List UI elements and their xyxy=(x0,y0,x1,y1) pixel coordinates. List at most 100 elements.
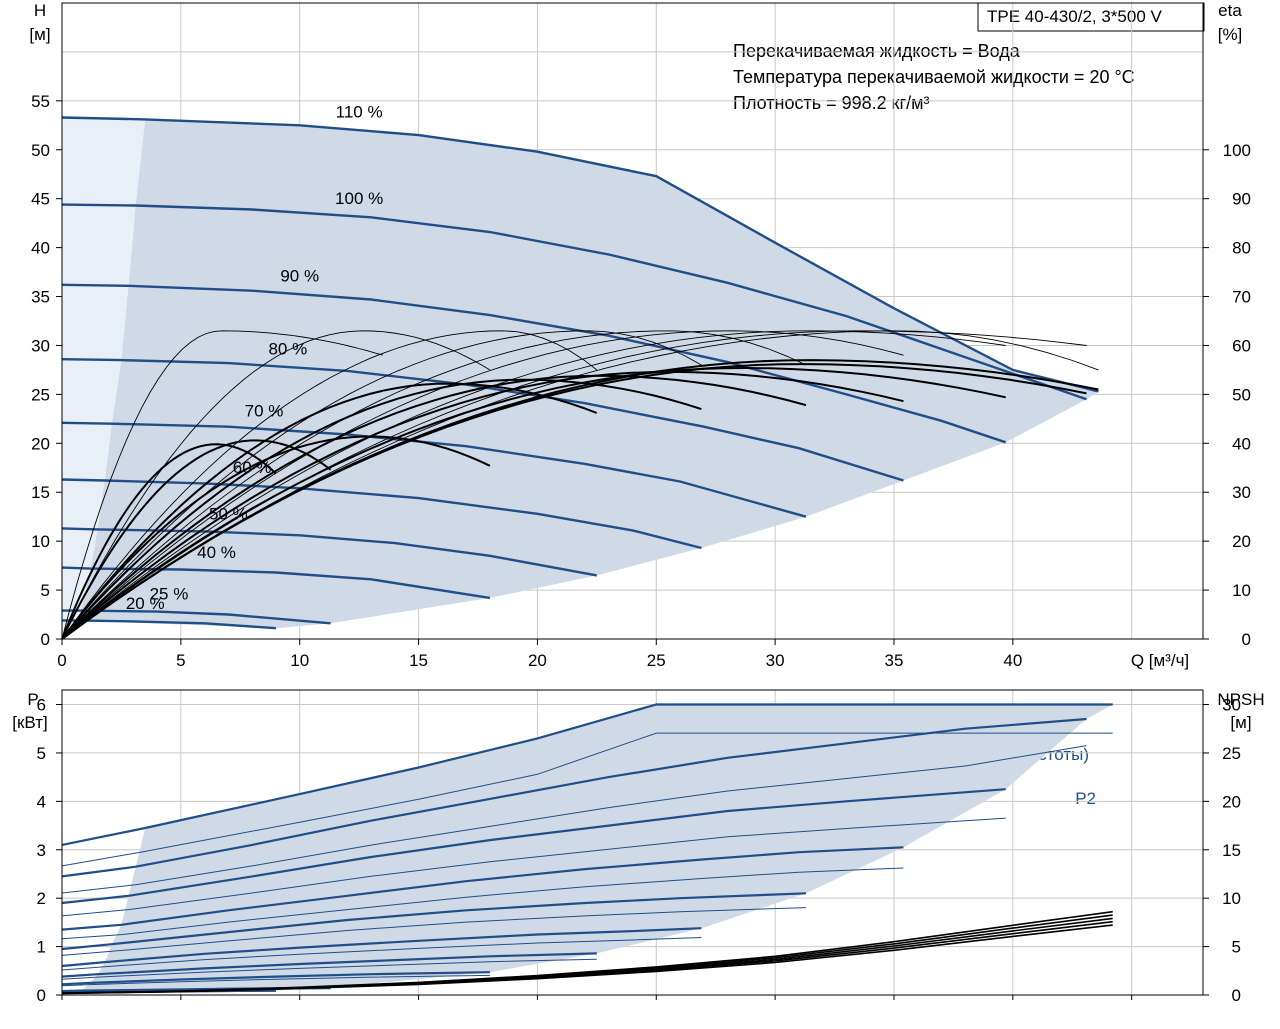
info-temperature: Температура перекачиваемой жидкости = 20… xyxy=(733,67,1135,87)
y-left-tick-label: 10 xyxy=(31,532,50,551)
title-box xyxy=(977,2,1205,32)
p2-curve xyxy=(61,867,904,940)
head-curve-label: 80 % xyxy=(268,339,307,358)
y-right-unit: [%] xyxy=(1218,25,1243,44)
info-density: Плотность = 998.2 кг/м³ xyxy=(733,93,929,113)
power-tick-label: 1 xyxy=(37,938,46,957)
p1-curve xyxy=(61,927,702,968)
y-left-tick-label: 30 xyxy=(31,336,50,355)
y-left-unit: [м] xyxy=(29,25,50,44)
eta-curve xyxy=(61,378,702,640)
y-right-label: eta xyxy=(1218,1,1242,20)
power-unit: [кВт] xyxy=(12,713,47,732)
npsh-curve xyxy=(61,924,1113,995)
head-curve-label: 100 % xyxy=(335,189,383,208)
min-speed-area xyxy=(62,117,146,639)
eta-curve xyxy=(61,439,332,640)
y-right-tick-label: 40 xyxy=(1232,434,1251,453)
npsh-tick-label: 30 xyxy=(1222,696,1241,715)
eta-curve-thin xyxy=(61,330,702,640)
y-left-tick-label: 55 xyxy=(31,92,50,111)
y-left-tick-label: 25 xyxy=(31,385,50,404)
bottom-plot-frame xyxy=(61,689,1204,996)
y-left-tick-label: 5 xyxy=(41,581,50,600)
p2-curve xyxy=(61,974,490,987)
head-curve-label: 90 % xyxy=(280,266,319,285)
eta-curve xyxy=(61,382,598,640)
y-right-tick-label: 50 xyxy=(1232,385,1251,404)
y-left-label: H xyxy=(34,1,46,20)
head-curve-40pct xyxy=(61,566,491,600)
npsh-tick-label: 0 xyxy=(1232,986,1241,1005)
y-left-tick-label: 40 xyxy=(31,239,50,258)
power-tick-label: 0 xyxy=(37,986,46,1005)
x-tick-label: 40 xyxy=(1003,651,1022,670)
x-tick-label: 5 xyxy=(176,651,185,670)
y-left-tick-label: 20 xyxy=(31,434,50,453)
x-tick-label: 0 xyxy=(57,651,66,670)
eta-curve xyxy=(61,435,491,640)
power-label: P xyxy=(27,690,38,709)
npsh-tick-label: 10 xyxy=(1222,889,1241,908)
eta-curve xyxy=(61,443,277,640)
y-right-tick-label: 70 xyxy=(1232,288,1251,307)
npsh-tick-label: 25 xyxy=(1222,744,1241,763)
p2-legend-label: P2 xyxy=(1075,789,1096,808)
top-plot-frame xyxy=(61,2,1204,640)
head-curve-label: 110 % xyxy=(336,102,383,121)
power-tick-label: 6 xyxy=(37,696,46,715)
head-curve-50pct xyxy=(61,527,598,577)
head-curve-90pct xyxy=(61,283,1007,444)
power-plot: 0 1 2 3 4 5 6 0 5 10 15 20 25 30 xyxy=(37,689,1241,1005)
head-curve-60pct xyxy=(61,478,702,550)
y-left-tick-label: 50 xyxy=(31,141,50,160)
info-liquid: Перекачиваемая жидкость = Вода xyxy=(733,41,1021,61)
p1-curve xyxy=(61,971,490,986)
y-right-tick-label: 60 xyxy=(1232,336,1251,355)
operating-area xyxy=(76,119,1099,629)
y-right-tick-label: 0 xyxy=(1242,630,1251,649)
title-box-text: TPE 40-430/2, 3*500 V xyxy=(987,7,1163,26)
y-left-tick-label: 35 xyxy=(31,288,50,307)
x-tick-label: 30 xyxy=(766,651,785,670)
head-curve-100pct xyxy=(61,203,1087,401)
x-tick-label: 15 xyxy=(409,651,428,670)
p1-curve xyxy=(61,703,1113,846)
p1-curve xyxy=(61,952,597,978)
p2-curve xyxy=(61,958,597,980)
power-tick-label: 3 xyxy=(37,841,46,860)
eta-curve-thin xyxy=(61,330,491,640)
y-right-tick-label: 30 xyxy=(1232,483,1251,502)
x-tick-label: 10 xyxy=(290,651,309,670)
y-left-tick-label: 45 xyxy=(31,190,50,209)
y-right-tick-label: 90 xyxy=(1232,190,1251,209)
p1-curve xyxy=(61,846,904,931)
npsh-label: NPSH xyxy=(1217,690,1264,709)
p2-curve xyxy=(61,745,1087,894)
p2-curve xyxy=(61,817,1006,917)
head-curve-label: 20 % xyxy=(126,594,165,613)
power-tick-label: 5 xyxy=(37,744,46,763)
power-tick-label: 2 xyxy=(37,889,46,908)
y-right-tick-label: 80 xyxy=(1232,239,1251,258)
power-tick-label: 4 xyxy=(37,792,46,811)
head-curve-label: 25 % xyxy=(150,584,189,603)
efficiency-curves xyxy=(61,330,1099,640)
p1-curve xyxy=(61,892,807,951)
head-curve-label: 70 % xyxy=(245,401,284,420)
p1-curve xyxy=(61,717,1087,878)
eta-curve-thin xyxy=(61,330,807,640)
y-left-tick-label: 15 xyxy=(31,483,50,502)
top-chart-header: TPE 40-430/2, 3*500 V Перекачиваемая жид… xyxy=(29,1,1242,670)
npsh-tick-label: 15 xyxy=(1222,841,1241,860)
eta-curve-thin xyxy=(61,330,384,640)
eta-curve xyxy=(61,370,904,640)
p2-curve xyxy=(61,732,1113,867)
x-axis-label: Q [м³/ч] xyxy=(1131,651,1189,670)
y-right-tick-label: 10 xyxy=(1232,581,1251,600)
x-tick-label: 35 xyxy=(885,651,904,670)
p2-curve xyxy=(61,937,702,971)
y-right-tick-label: 20 xyxy=(1232,532,1251,551)
